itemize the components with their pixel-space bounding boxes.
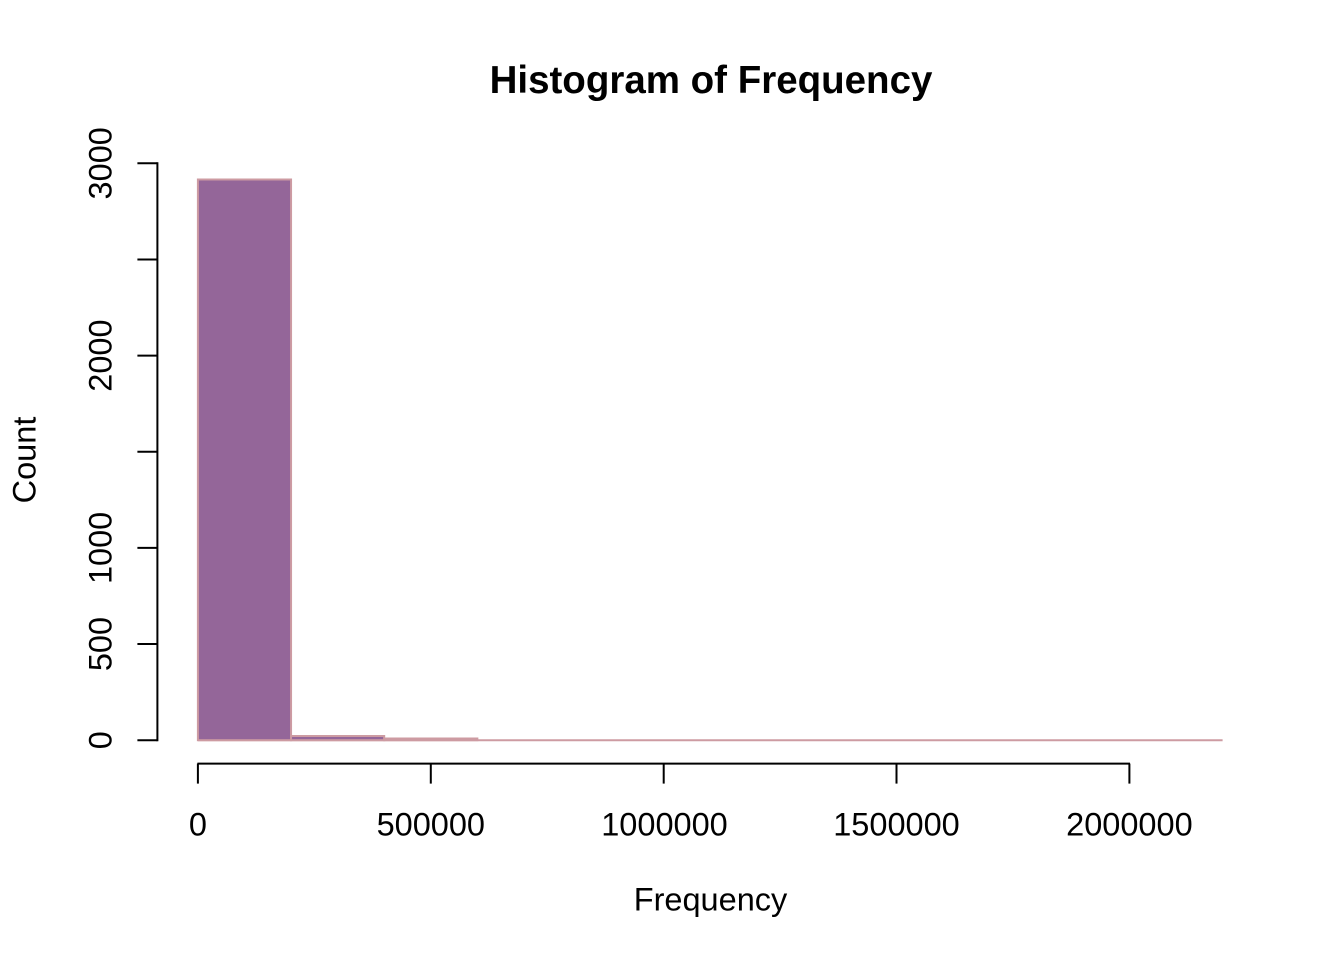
svg-text:2000000: 2000000 [1066, 806, 1193, 842]
svg-text:1000: 1000 [83, 512, 119, 584]
svg-text:Histogram of Frequency: Histogram of Frequency [490, 59, 933, 102]
svg-text:0: 0 [83, 731, 119, 749]
svg-text:0: 0 [189, 806, 207, 842]
svg-text:3000: 3000 [83, 127, 119, 199]
svg-text:500: 500 [83, 617, 119, 671]
svg-text:1500000: 1500000 [833, 806, 960, 842]
svg-text:1000000: 1000000 [601, 806, 728, 842]
svg-text:Frequency: Frequency [634, 882, 788, 918]
svg-text:500000: 500000 [377, 806, 485, 842]
svg-text:2000: 2000 [83, 319, 119, 391]
svg-text:Count: Count [6, 417, 42, 504]
